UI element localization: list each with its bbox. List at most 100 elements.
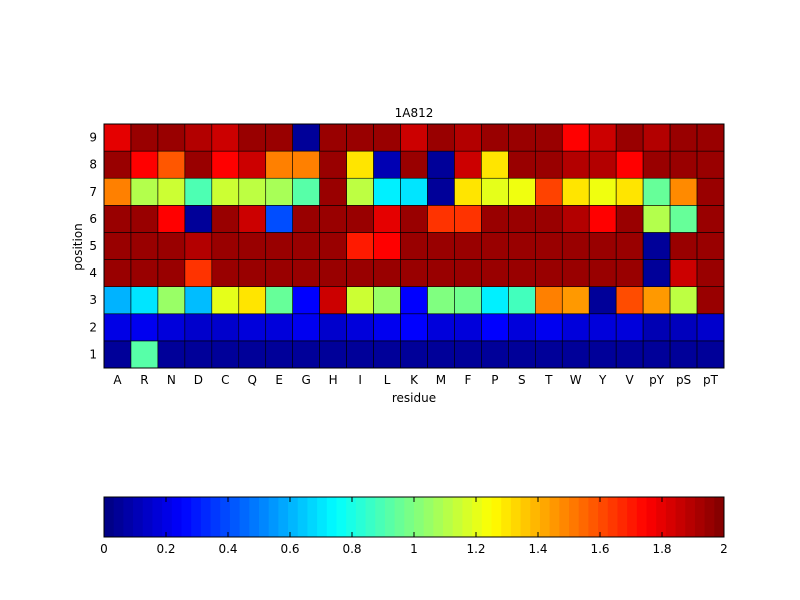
colorbar-segment (259, 497, 270, 537)
y-tick-label: 8 (89, 158, 97, 172)
colorbar-segment (162, 497, 173, 537)
heatmap-cell (588, 123, 617, 152)
heatmap-cell (184, 123, 213, 152)
heatmap-cell (535, 205, 563, 233)
heatmap-cell (669, 205, 698, 233)
colorbar-tick-label: 1.4 (528, 542, 547, 556)
x-tick-label: W (570, 373, 582, 387)
colorbar-segment (375, 497, 386, 537)
x-tick-label: D (194, 373, 203, 387)
heatmap-cell (103, 286, 132, 315)
x-tick-label: R (140, 373, 148, 387)
heatmap-cell (400, 150, 428, 179)
heatmap-cell (211, 232, 240, 260)
heatmap-cell (184, 150, 213, 179)
heatmap-cell (427, 340, 455, 369)
colorbar-segment (549, 497, 560, 537)
heatmap-cell (265, 177, 293, 206)
x-tick-label: S (518, 373, 526, 387)
heatmap-cell (265, 123, 293, 152)
heatmap-cell (508, 123, 536, 152)
heatmap-cell (642, 340, 671, 369)
heatmap-cell (184, 259, 213, 287)
heatmap-cell (696, 259, 725, 287)
colorbar-segment (152, 497, 163, 537)
heatmap-cell (373, 232, 401, 260)
colorbar-tick-label: 0.4 (218, 542, 237, 556)
heatmap-cell (319, 286, 347, 315)
heatmap (103, 123, 725, 369)
x-tick-label: C (221, 373, 229, 387)
heatmap-cell (292, 313, 320, 342)
heatmap-cell (669, 232, 698, 260)
heatmap-cell (669, 123, 698, 152)
heatmap-cell (130, 177, 159, 206)
x-tick-label: pS (676, 373, 691, 387)
heatmap-cell (696, 340, 725, 369)
heatmap-cell (481, 313, 509, 342)
heatmap-cell (561, 313, 590, 342)
heatmap-cell (292, 340, 320, 369)
heatmap-cell (211, 205, 240, 233)
colorbar-segment (559, 497, 570, 537)
heatmap-cell (130, 313, 159, 342)
heatmap-cell (400, 123, 428, 152)
colorbar-segment (462, 497, 473, 537)
heatmap-cell (319, 313, 347, 342)
heatmap-cell (265, 232, 293, 260)
colorbar-segment (433, 497, 444, 537)
heatmap-cell (373, 123, 401, 152)
heatmap-cell (696, 123, 725, 152)
heatmap-cell (400, 340, 428, 369)
heatmap-cell (103, 259, 132, 287)
heatmap-cell (292, 232, 320, 260)
heatmap-cell (481, 232, 509, 260)
heatmap-cell (400, 205, 428, 233)
heatmap-cell (238, 150, 267, 179)
heatmap-cell (454, 340, 482, 369)
colorbar-segment (278, 497, 289, 537)
x-tick-label: K (410, 373, 419, 387)
heatmap-cell (642, 123, 671, 152)
heatmap-cell (561, 123, 590, 152)
heatmap-cell (481, 177, 509, 206)
colorbar-segment (220, 497, 231, 537)
heatmap-cell (454, 286, 482, 315)
colorbar-segment (452, 497, 463, 537)
heatmap-cell (373, 205, 401, 233)
colorbar-segment (404, 497, 415, 537)
y-axis-label: position (71, 223, 85, 271)
heatmap-cell (184, 286, 213, 315)
heatmap-cell (427, 150, 455, 179)
heatmap-cell (238, 259, 267, 287)
heatmap-cell (481, 340, 509, 369)
heatmap-cell (561, 177, 590, 206)
colorbar-tick-label: 0 (100, 542, 108, 556)
colorbar-segment (336, 497, 347, 537)
heatmap-cell (535, 177, 563, 206)
x-tick-label: N (167, 373, 176, 387)
colorbar-segment (249, 497, 260, 537)
heatmap-cell (184, 205, 213, 233)
colorbar-segment (307, 497, 318, 537)
colorbar-segment (365, 497, 376, 537)
heatmap-cell (588, 177, 617, 206)
colorbar-segment (355, 497, 367, 537)
heatmap-cell (669, 177, 698, 206)
heatmap-cell (103, 340, 132, 369)
heatmap-cell (481, 259, 509, 287)
heatmap-cell (211, 259, 240, 287)
heatmap-cell (265, 313, 293, 342)
x-tick-label: Y (598, 373, 607, 387)
x-tick-label: T (544, 373, 553, 387)
heatmap-cell (184, 232, 213, 260)
heatmap-cell (346, 340, 374, 369)
heatmap-cell (427, 313, 455, 342)
heatmap-cell (615, 232, 644, 260)
heatmap-cell (669, 150, 698, 179)
heatmap-cell (588, 313, 617, 342)
heatmap-cell (615, 205, 644, 233)
heatmap-cell (157, 286, 186, 315)
heatmap-cell (373, 177, 401, 206)
